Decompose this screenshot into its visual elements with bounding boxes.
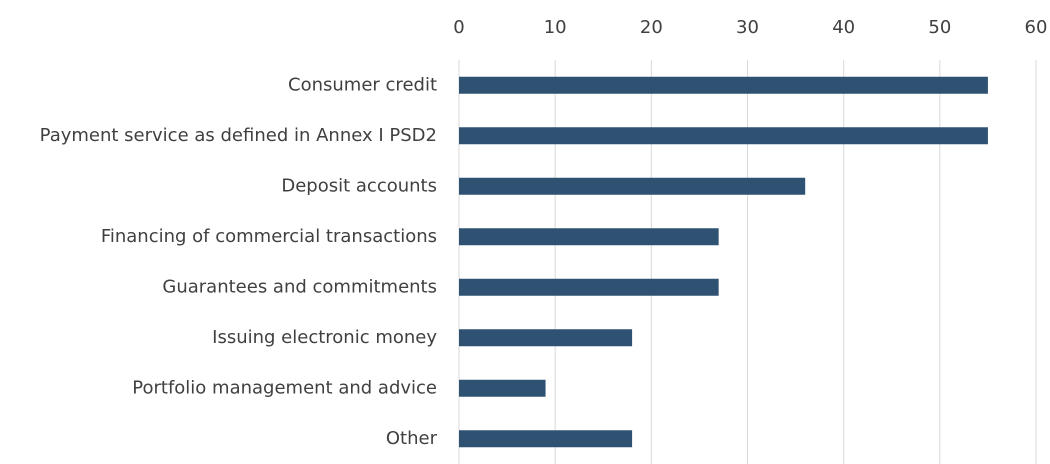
bar [459,76,988,94]
x-tick-label: 40 [832,17,855,38]
x-tick-label: 10 [544,17,567,38]
y-tick-label: Payment service as defined in Annex I PS… [40,125,437,146]
x-tick-label: 30 [736,17,759,38]
y-tick-label: Portfolio management and advice [132,377,437,398]
x-tick-label: 0 [453,17,464,38]
bar [459,127,988,145]
bar [459,228,719,246]
x-tick-label: 60 [1025,17,1048,38]
y-tick-label: Other [386,428,438,449]
y-tick-label: Issuing electronic money [212,327,437,348]
x-tick-label: 50 [928,17,951,38]
bar [459,177,806,195]
y-tick-label: Consumer credit [288,74,437,95]
y-tick-label: Deposit accounts [281,175,437,196]
x-tick-label: 20 [640,17,663,38]
bar [459,278,719,296]
bar [459,329,633,347]
y-tick-label: Financing of commercial transactions [101,226,437,247]
y-tick-label: Guarantees and commitments [162,276,437,297]
bar [459,379,546,397]
bar [459,430,633,448]
